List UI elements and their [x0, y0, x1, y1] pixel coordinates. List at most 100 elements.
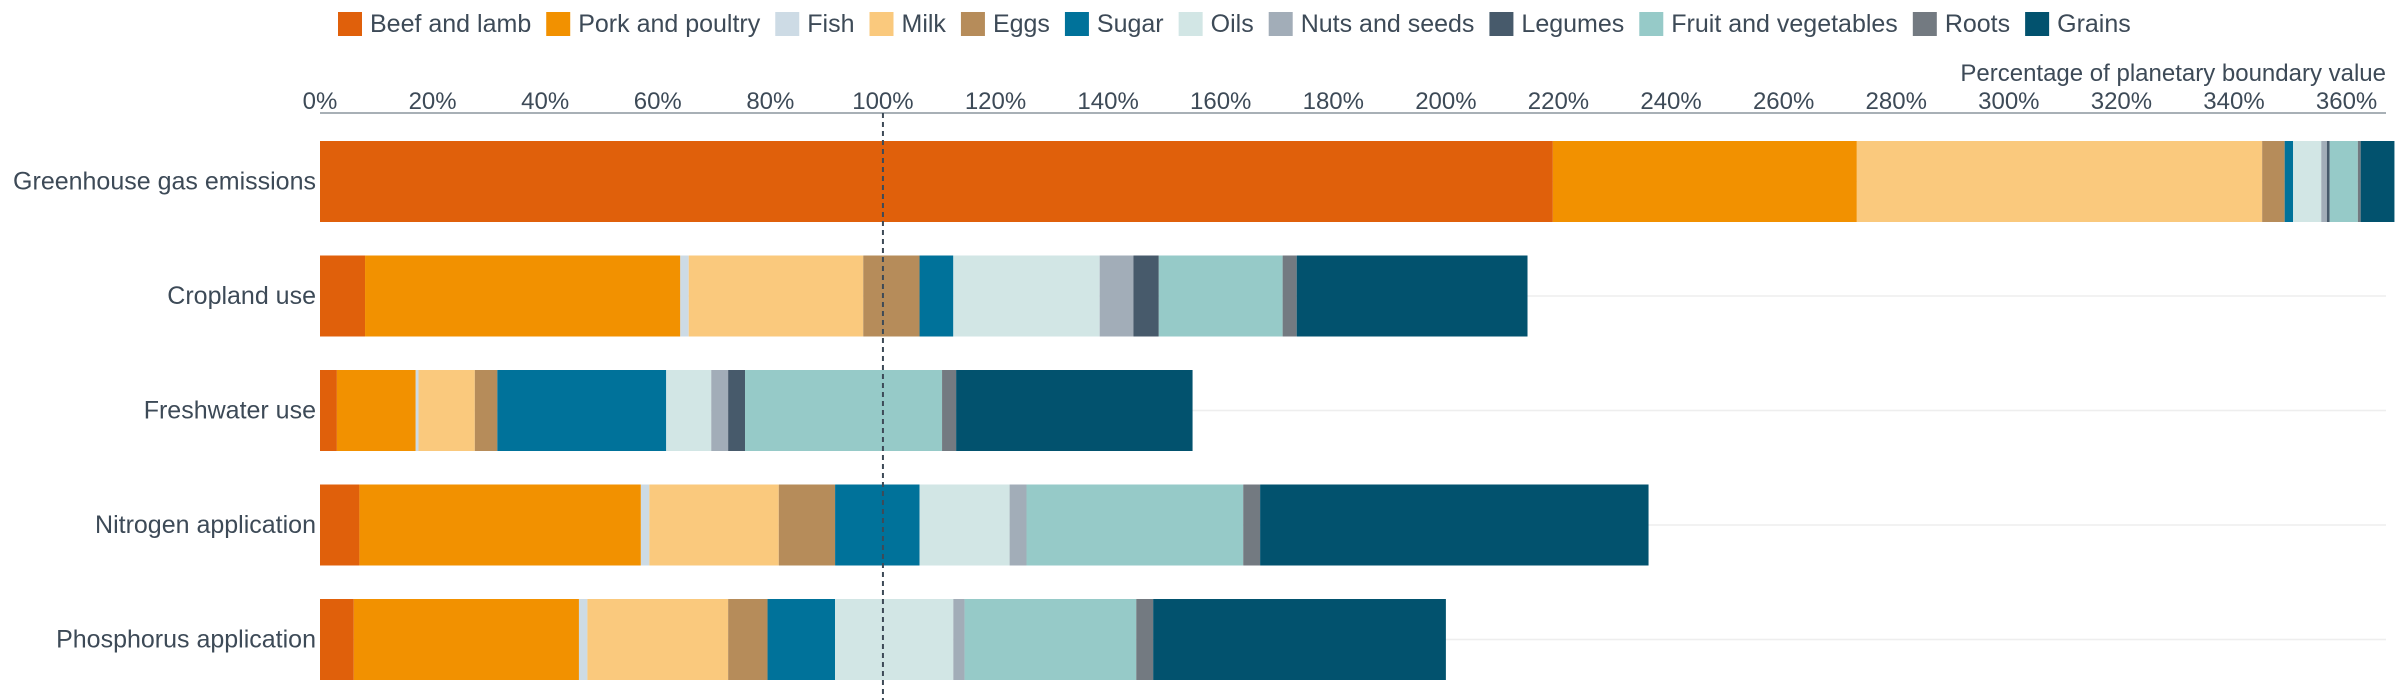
legend-swatch [1064, 12, 1089, 36]
bar-segment [1260, 484, 1649, 566]
x-tick-label: 140% [1077, 88, 1138, 115]
bar-segment [711, 370, 729, 451]
bar-segment [2326, 141, 2330, 222]
bar-segment [778, 484, 836, 566]
x-tick-label: 200% [1415, 88, 1476, 115]
bar-segment [320, 255, 366, 337]
legend-label: Oils [1211, 10, 1254, 38]
legend-swatch [960, 12, 985, 36]
bar-segment [767, 599, 836, 680]
bar-segment [1026, 484, 1244, 566]
x-axis-ticks: 0% 20% 40% 60% 80% 100% 120% 140% 160% 180% 200% 22… [303, 88, 2378, 115]
legend-swatch [869, 12, 894, 36]
legend-label: Nuts and seeds [1301, 10, 1475, 38]
bar-segment [942, 370, 957, 451]
x-tick-label: 40% [521, 88, 569, 115]
bar-segment [1099, 255, 1134, 337]
category-label: Greenhouse gas emissions [13, 168, 316, 196]
bar-segment [320, 370, 337, 451]
bar-segment [1552, 141, 1857, 222]
x-tick-label: 100% [852, 88, 913, 115]
legend-label: Fish [807, 10, 854, 38]
legend-swatch [338, 12, 362, 36]
legend-swatch [1639, 12, 1664, 36]
legend-label: Fruit and vegetables [1671, 10, 1898, 38]
x-tick-label: 220% [1528, 88, 1589, 115]
legend-swatch [1912, 12, 1937, 36]
bar-segment [418, 370, 475, 451]
x-tick-label: 20% [409, 88, 457, 115]
bar-segment [2360, 141, 2395, 222]
bar-segment [728, 370, 746, 451]
bar-segment [728, 599, 768, 680]
bar-segment [2329, 141, 2358, 222]
legend-label: Roots [1945, 10, 2010, 38]
bar-segment [320, 141, 1553, 222]
bar-segment [2262, 141, 2285, 222]
legend: Beef and lamb Pork and poultry Fish Milk Egg… [338, 10, 2131, 38]
bar-segment [1243, 484, 1261, 566]
x-tick-label: 160% [1190, 88, 1251, 115]
x-tick-label: 0% [303, 88, 338, 115]
bar-segment [953, 599, 965, 680]
legend-swatch [775, 12, 800, 36]
bar-segment [919, 255, 954, 337]
legend-swatch [1178, 12, 1203, 36]
bar-segment [835, 484, 920, 566]
x-tick-label: 360% [2316, 88, 2377, 115]
x-tick-label: 120% [965, 88, 1026, 115]
bar-segment [353, 599, 579, 680]
bar-segment [415, 370, 419, 451]
bar-segment [666, 370, 712, 451]
bar-segment [336, 370, 416, 451]
legend-label: Pork and poultry [578, 10, 761, 38]
x-tick-label: 260% [1753, 88, 1814, 115]
legend-swatch [1268, 12, 1293, 36]
x-tick-label: 280% [1866, 88, 1927, 115]
bar-segment [680, 255, 689, 337]
bar-segment [2321, 141, 2327, 222]
category-label: Freshwater use [144, 397, 316, 425]
x-tick-label: 240% [1640, 88, 1701, 115]
bar-segment [1282, 255, 1297, 337]
legend-swatch [2025, 12, 2050, 36]
bar-segment [919, 484, 1010, 566]
bars [320, 141, 2395, 680]
bar-segment [2284, 141, 2294, 222]
bar-segment [863, 255, 920, 337]
x-tick-label: 320% [2091, 88, 2152, 115]
legend-label: Eggs [993, 10, 1050, 38]
legend-label: Sugar [1097, 10, 1164, 38]
legend-swatch [1489, 12, 1514, 36]
x-axis-title: Percentage of planetary boundary value [1960, 60, 2386, 87]
bar-segment [1158, 255, 1283, 337]
x-tick-label: 180% [1303, 88, 1364, 115]
bar-segment [835, 599, 954, 680]
x-tick-label: 80% [746, 88, 794, 115]
bar-segment [497, 370, 667, 451]
bar-segment [1136, 599, 1154, 680]
bar-segment [745, 370, 943, 451]
x-tick-label: 340% [2203, 88, 2264, 115]
bar-segment [365, 255, 681, 337]
bar-segment [1009, 484, 1027, 566]
category-label: Phosphorus application [56, 626, 316, 654]
bar-segment [1856, 141, 2263, 222]
bar-segment [1153, 599, 1446, 680]
category-label: Cropland use [167, 282, 316, 310]
bar-segment [578, 599, 588, 680]
bar-segment [964, 599, 1137, 680]
bar-segment [474, 370, 498, 451]
legend-label: Milk [902, 10, 947, 38]
legend-swatch [546, 12, 571, 36]
bar-segment [649, 484, 779, 566]
bar-segment [359, 484, 641, 566]
category-labels: Greenhouse gas emissions Cropland use Fres… [13, 168, 316, 654]
legend-label: Grains [2057, 10, 2131, 38]
bar-segment [587, 599, 729, 680]
legend-label: Legumes [1521, 10, 1624, 38]
bar-segment [956, 370, 1193, 451]
bar-segment [640, 484, 650, 566]
x-tick-label: 300% [1978, 88, 2039, 115]
